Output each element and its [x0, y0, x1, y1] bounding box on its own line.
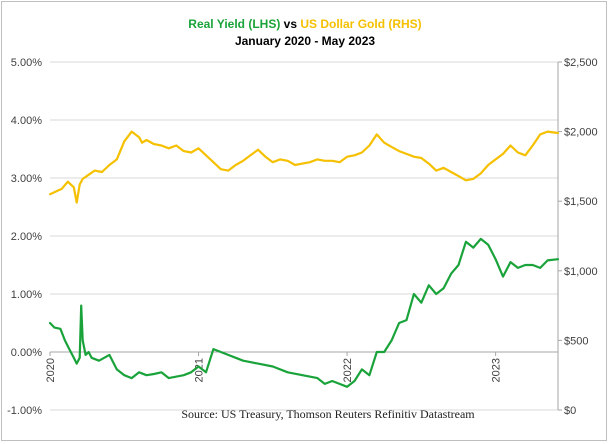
right-tick-label: $1,000 [564, 266, 598, 278]
left-tick-label: 3.00% [11, 173, 42, 185]
chart-title: Real Yield (LHS) vs US Dollar Gold (RHS) [188, 17, 421, 31]
right-tick-label: $0 [564, 405, 576, 417]
title-connector: vs [280, 17, 300, 31]
left-tick-label: 0.00% [11, 347, 42, 359]
x-tick-label: 2023 [491, 358, 503, 382]
series-layer [48, 130, 560, 388]
real-yield-line [48, 237, 560, 388]
right-tick-label: $2,000 [564, 127, 598, 139]
gold-price-line [48, 130, 560, 204]
axes [50, 62, 559, 410]
left-axis-ticks: -1.00% 0.00% 1.00% 2.00% 3.00% 4.00% 5.00% [7, 57, 42, 417]
left-tick-label: -1.00% [7, 405, 42, 417]
title-gold: US Dollar Gold (RHS) [300, 17, 421, 31]
source-note: Source: US Treasury, Thomson Reuters Ref… [181, 407, 475, 421]
left-tick-label: 5.00% [11, 57, 42, 69]
left-tick-label: 4.00% [11, 115, 42, 127]
x-tick-label: 2022 [342, 358, 354, 382]
left-tick-label: 2.00% [11, 231, 42, 243]
left-tick-label: 1.00% [11, 289, 42, 301]
x-tick-label: 2021 [194, 358, 206, 382]
title-real-yield: Real Yield (LHS) [188, 17, 280, 31]
right-axis-ticks: $0 $500 $1,000 $1,500 $2,000 $2,500 [558, 57, 598, 417]
chart-subtitle: January 2020 - May 2023 [235, 34, 375, 48]
right-tick-label: $500 [564, 335, 588, 347]
x-tick-label: 2020 [45, 358, 57, 382]
x-axis-ticks: 2020 2021 2022 2023 [45, 352, 503, 382]
right-tick-label: $1,500 [564, 196, 598, 208]
right-tick-label: $2,500 [564, 57, 598, 69]
gridlines [50, 61, 558, 411]
